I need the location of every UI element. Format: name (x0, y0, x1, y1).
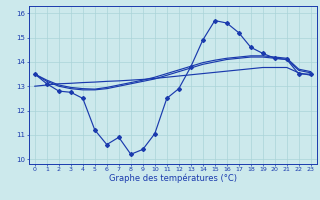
X-axis label: Graphe des températures (°C): Graphe des températures (°C) (109, 174, 237, 183)
